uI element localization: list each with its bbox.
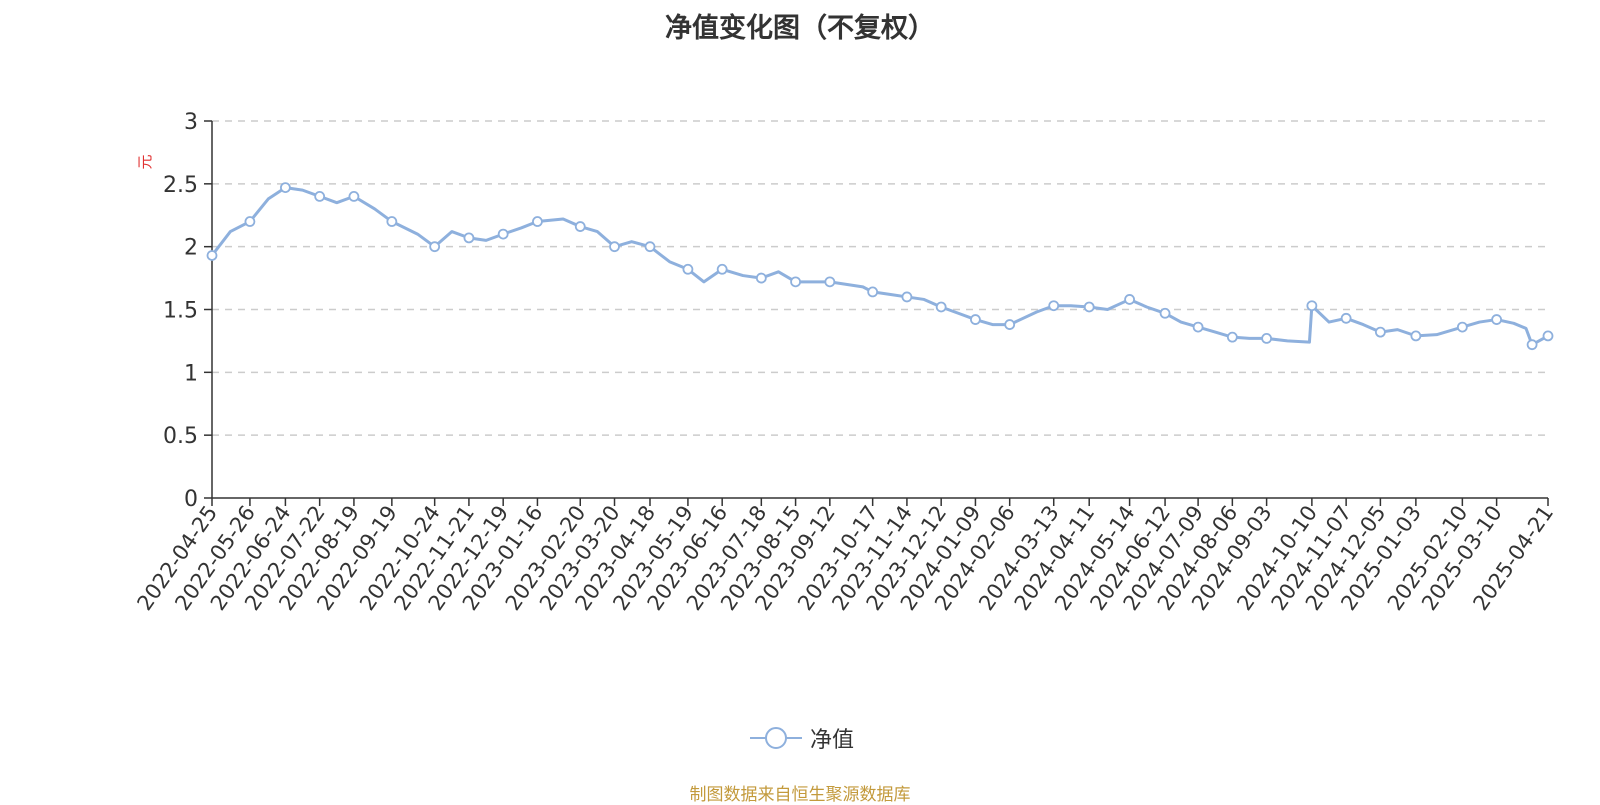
data-point [429, 241, 441, 253]
data-point [644, 241, 656, 253]
data-point [1340, 312, 1352, 324]
data-point [1192, 321, 1204, 333]
data-point [1410, 330, 1422, 342]
data-point [1261, 333, 1273, 344]
legend-label: 净值 [810, 728, 855, 753]
grid-lines [212, 120, 1548, 436]
data-point [1526, 339, 1538, 351]
y-axis-unit-label: 元 [136, 154, 154, 169]
y-tick-label: 2 [184, 236, 198, 261]
data-point [206, 250, 218, 261]
data-point [348, 190, 360, 202]
data-point [755, 272, 767, 284]
y-tick-label: 1.5 [163, 299, 198, 324]
data-point [463, 232, 475, 244]
data-source-note: 制图数据来自恒生聚源数据库 [689, 785, 911, 805]
axes [204, 120, 1549, 506]
y-tick-label: 0.5 [163, 424, 198, 449]
data-point [1306, 300, 1318, 312]
data-point [280, 182, 291, 194]
series-nav [206, 182, 1554, 351]
data-point [935, 301, 947, 313]
data-point [497, 228, 509, 240]
data-point [314, 190, 326, 202]
data-point [1159, 307, 1171, 319]
data-point [1542, 330, 1554, 342]
data-point [1004, 319, 1016, 330]
data-point [1456, 321, 1468, 333]
data-point [386, 216, 398, 227]
data-point [716, 263, 728, 275]
data-point [970, 314, 981, 325]
data-point [1226, 331, 1238, 343]
y-tick-label: 2.5 [163, 173, 198, 198]
data-point [609, 241, 620, 253]
data-point [1048, 300, 1060, 312]
series-line [210, 186, 1549, 347]
data-point [901, 291, 913, 303]
data-point [790, 276, 801, 288]
legend[interactable]: 净值 [750, 723, 854, 753]
y-tick-labels: 0 0.5 1 1.5 2 2.5 3 [163, 110, 198, 512]
data-point [867, 286, 879, 298]
data-point [1491, 314, 1503, 325]
data-point [244, 216, 256, 227]
y-tick-label: 3 [184, 110, 198, 135]
data-point [824, 276, 836, 288]
data-point [574, 221, 586, 232]
chart-title: 净值变化图（不复权） [665, 13, 935, 44]
data-point [1374, 326, 1386, 338]
data-point [1083, 301, 1095, 313]
x-tick-labels: 2022-04-252022-05-262022-06-242022-07-22… [132, 501, 1558, 615]
data-point [1124, 294, 1135, 305]
data-point [532, 216, 543, 227]
legend-line-marker-icon [750, 727, 802, 749]
y-tick-label: 1 [184, 361, 198, 386]
y-tick-label: 0 [184, 487, 198, 512]
data-point [682, 263, 694, 275]
